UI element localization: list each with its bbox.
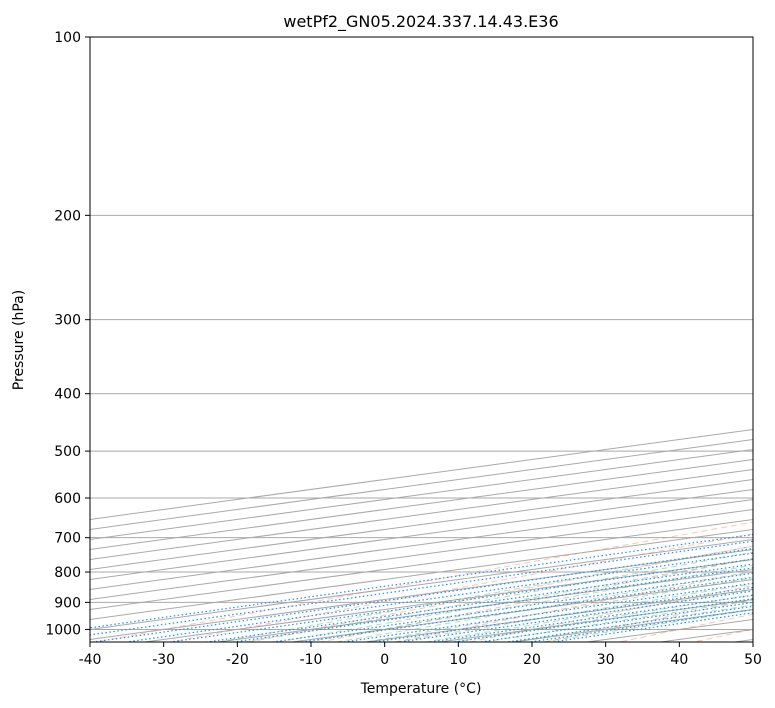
isotherm-line <box>90 518 753 610</box>
y-tick-label: 900 <box>54 595 81 611</box>
moist-adiabat-line <box>277 558 753 642</box>
mixing-ratio-lines <box>90 533 753 642</box>
y-tick-label: 100 <box>54 30 81 46</box>
isotherm-line <box>288 578 753 642</box>
dry-adiabats <box>93 37 775 654</box>
y-tick-label: 500 <box>54 444 81 460</box>
dry-adiabat-line <box>392 571 753 642</box>
mixing-ratio-line <box>503 605 753 642</box>
plot-frame <box>89 36 754 643</box>
moist-adiabat-line <box>483 599 753 642</box>
x-axis-label: Temperature (°C) <box>360 681 482 697</box>
y-tick-label: 300 <box>54 313 81 329</box>
y-tick-label: 1000 <box>45 622 81 638</box>
dry-adiabat-line <box>467 584 753 642</box>
mixing-ratio-line <box>525 608 753 642</box>
moist-adiabat-line <box>365 577 753 642</box>
mixing-ratio-line <box>90 547 753 642</box>
mixing-ratio-line <box>90 540 753 636</box>
x-tick-label: -20 <box>226 652 249 668</box>
mixing-ratio-line <box>229 567 753 642</box>
isotherm-line <box>730 638 753 642</box>
isotherm-line <box>90 458 753 550</box>
x-tick-label: 10 <box>449 652 467 668</box>
x-axis-ticks: -40 -30 -20 -10 0 10 20 30 40 50 <box>79 642 762 668</box>
dry-adiabat-line <box>93 521 753 642</box>
moist-adiabat-line <box>395 583 753 642</box>
y-tick-label: 600 <box>54 491 81 507</box>
y-axis-label: Pressure (hPa) <box>11 290 27 390</box>
chart-title: wetPf2_GN05.2024.337.14.43.E36 <box>283 12 558 32</box>
moist-adiabats <box>218 545 753 642</box>
isotherm-line <box>90 428 753 520</box>
skewed-isotherms <box>90 428 753 642</box>
moist-adiabat-line <box>336 570 753 642</box>
x-tick-label: 30 <box>597 652 615 668</box>
isotherm-line <box>141 558 753 642</box>
x-tick-label: 20 <box>523 652 541 668</box>
isotherm-line <box>214 568 753 642</box>
mixing-ratio-line <box>548 612 753 642</box>
mixing-ratio-line <box>268 572 753 642</box>
isotherm-line <box>90 508 753 600</box>
y-tick-label: 200 <box>54 208 81 224</box>
x-tick-label: -40 <box>79 652 102 668</box>
isotherm-line <box>362 588 753 642</box>
isotherm-line <box>90 448 753 540</box>
dry-adiabat-line <box>317 558 753 642</box>
moist-adiabat-line <box>247 551 753 642</box>
y-tick-label: 400 <box>54 387 81 403</box>
plot-area: -100-90-80-70-60-50-40-30-20-10010203040… <box>90 37 775 654</box>
x-tick-label: 50 <box>744 652 762 668</box>
moist-adiabat-line <box>218 545 753 642</box>
y-axis-ticks: 100 200 300 400 500 600 700 800 900 1000 <box>45 30 90 638</box>
mixing-ratio-line <box>165 558 753 642</box>
isotherm-line <box>90 438 753 530</box>
isotherm-line <box>90 498 753 590</box>
dry-adiabat-line <box>243 545 753 642</box>
moist-adiabat-line <box>306 564 753 642</box>
isotherm-line <box>435 598 753 642</box>
isotherm-line <box>90 488 753 580</box>
mixing-ratio-line <box>202 563 753 642</box>
mixing-ratio-line <box>297 576 753 642</box>
x-tick-label: 40 <box>670 652 688 668</box>
moist-adiabat-line <box>513 604 753 642</box>
isobar-gridlines <box>90 37 753 630</box>
isotherm-line <box>90 538 753 630</box>
isotherm-line <box>656 628 753 642</box>
x-tick-label: -30 <box>152 652 175 668</box>
isotherm-line <box>90 478 753 570</box>
x-tick-label: 0 <box>380 652 389 668</box>
dry-adiabat-line <box>541 599 753 642</box>
dry-adiabat-line <box>714 37 775 654</box>
isotherm-line <box>90 528 753 620</box>
y-tick-label: 800 <box>54 565 81 581</box>
x-tick-label: -10 <box>300 652 323 668</box>
isotherm-line <box>90 468 753 560</box>
y-tick-label: 700 <box>54 531 81 547</box>
isotherm-line <box>90 548 753 640</box>
